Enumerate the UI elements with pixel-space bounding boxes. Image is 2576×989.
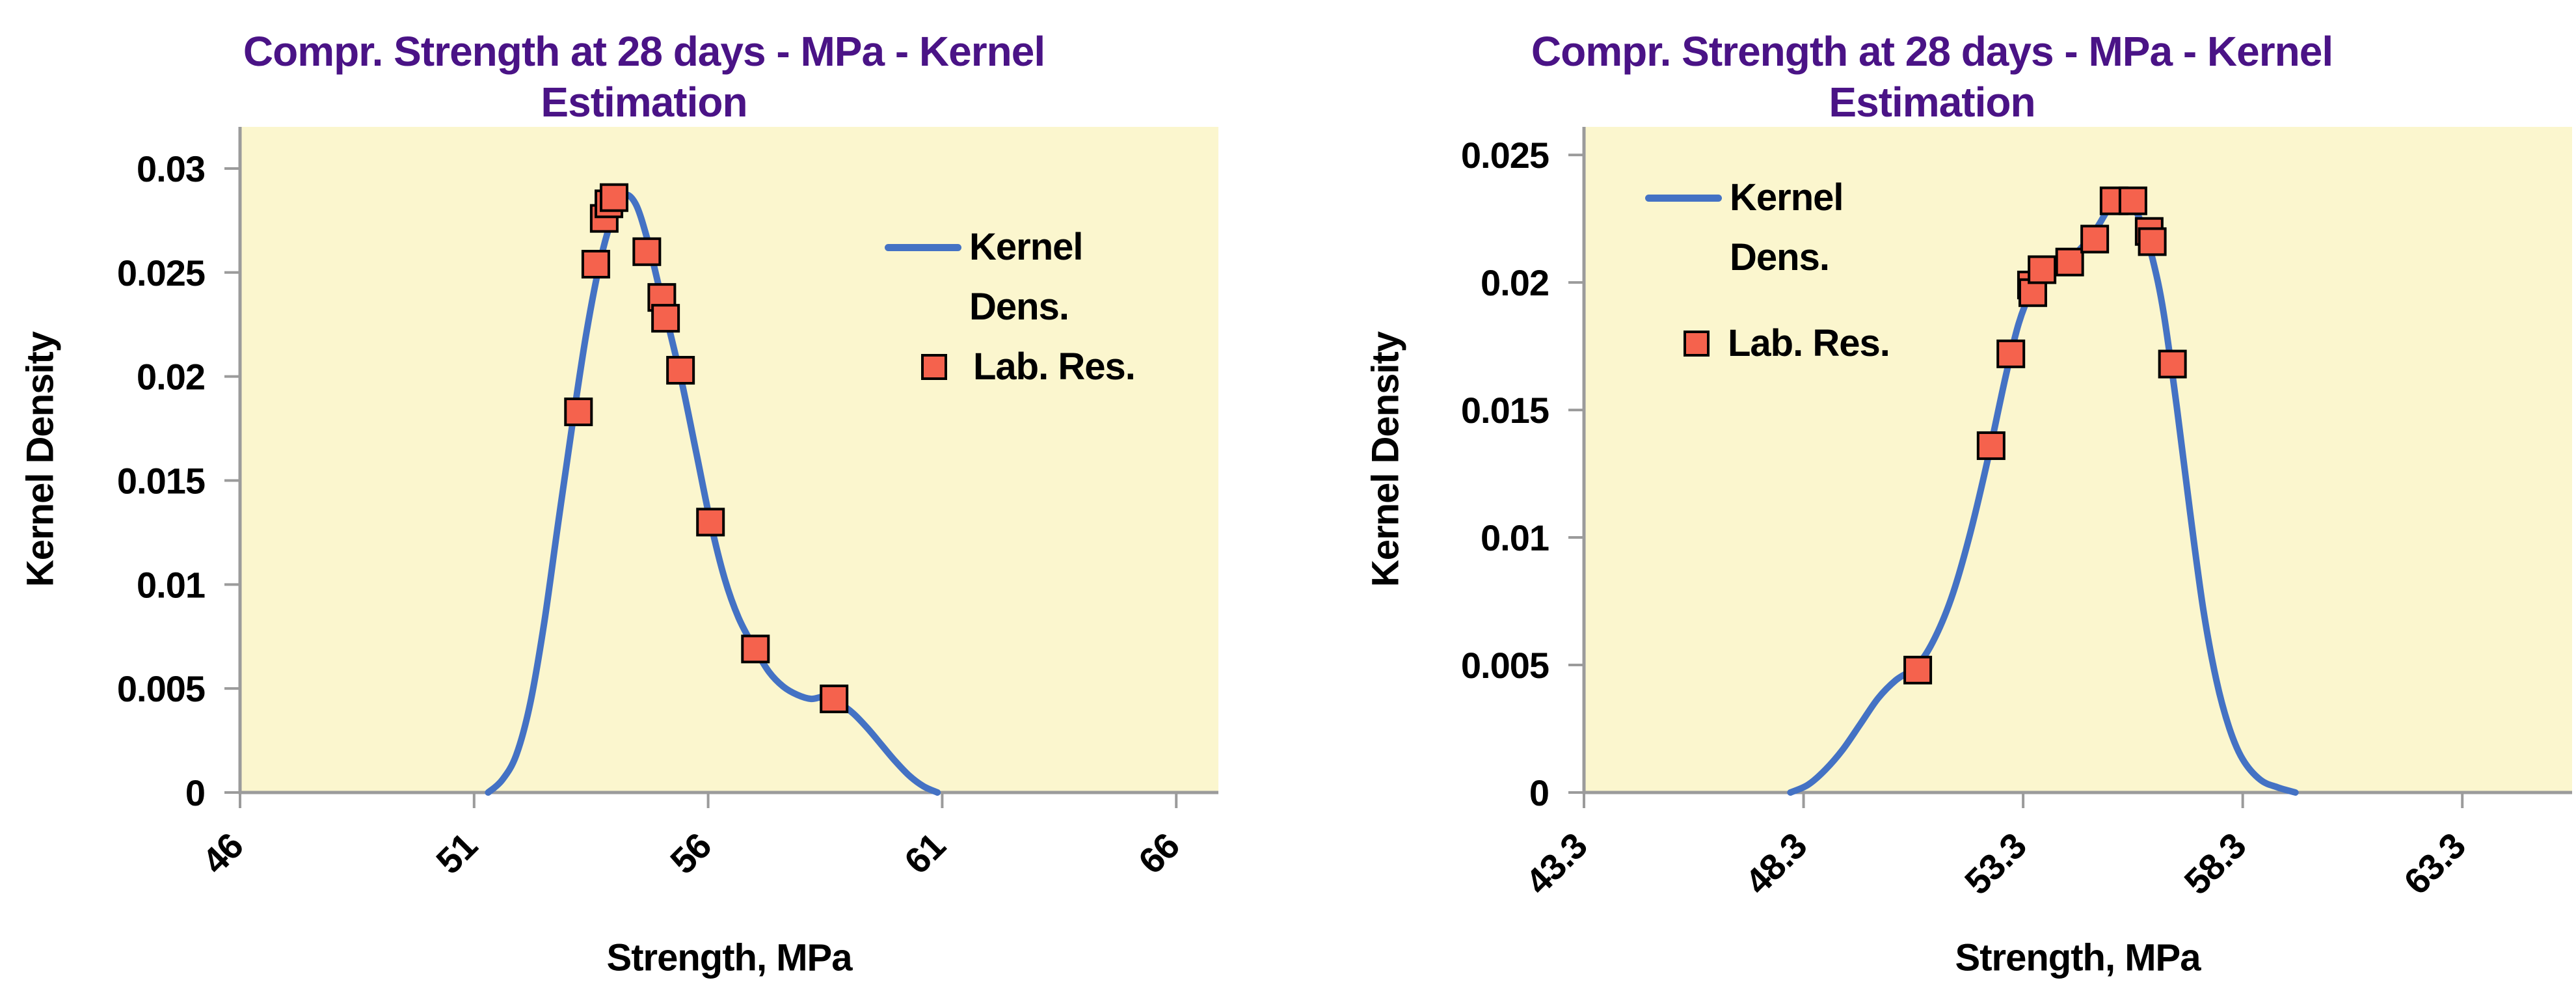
lab-result-point [2028, 255, 2057, 284]
x-axis-title: Strength, MPa [1955, 936, 2201, 979]
y-tick-label: 0.01 [137, 564, 205, 605]
svg-text:43.3: 43.3 [1518, 825, 1595, 902]
legend-label: Lab. Res. [1728, 322, 1890, 364]
y-tick-label: 0 [1529, 772, 1549, 813]
plot-background [240, 127, 1218, 793]
y-tick-label: 0.02 [137, 357, 205, 398]
kde-chart-left: Compr. Strength at 28 days - MPa - Kerne… [0, 26, 1288, 979]
x-tick-label: 43.3 [1518, 825, 1595, 902]
y-tick-label: 0.005 [117, 668, 205, 709]
y-tick-label: 0.02 [1481, 262, 1549, 303]
svg-text:46: 46 [194, 825, 250, 882]
y-tick-label: 0.03 [137, 148, 205, 189]
x-tick-label: 66 [1131, 825, 1187, 882]
chart-title-line-2: Estimation [1829, 79, 2035, 126]
legend-item-lab-res: Lab. Res. [1645, 314, 1890, 373]
legend: Kernel Dens. Lab. Res. [1645, 168, 1890, 373]
lab-result-point [2080, 224, 2110, 254]
lab-result-point [581, 249, 610, 278]
lab-result-point [741, 634, 770, 664]
lab-result-point [2118, 186, 2147, 215]
svg-text:61: 61 [896, 825, 953, 882]
svg-text:58.3: 58.3 [2176, 825, 2253, 902]
y-tick-label: 0.01 [1481, 517, 1549, 558]
x-tick-label: 63.3 [2396, 825, 2473, 902]
lab-result-point [2158, 349, 2187, 379]
x-axis-title: Strength, MPa [606, 936, 853, 979]
x-tick-label: 56 [662, 825, 719, 882]
lab-result-point [820, 684, 849, 714]
x-tick-label: 46 [194, 825, 250, 882]
legend-label: Kernel Dens. [1730, 176, 1844, 278]
chart-title-line-2: Estimation [541, 79, 747, 126]
legend-label: Kernel Dens. [969, 226, 1084, 328]
x-tick-label: 48.3 [1737, 825, 1814, 902]
lab-result-point [1996, 339, 2026, 368]
lab-result-point [2055, 247, 2084, 277]
lab-result-point [564, 397, 593, 426]
x-tick-label: 51 [428, 825, 485, 882]
lab-result-point [2138, 227, 2167, 256]
y-tick-label: 0 [185, 772, 205, 813]
chart-title-line-1: Compr. Strength at 28 days - MPa - Kerne… [243, 28, 1045, 75]
legend: Kernel Dens. Lab. Res. [885, 217, 1136, 397]
plot-area: 43.3 48.3 53.3 58.3 63.3 0 0.005 0.01 0.015 0.02 0… [1461, 127, 2572, 902]
plot-background [1584, 127, 2572, 793]
legend-label: Lab. Res. [973, 345, 1136, 388]
svg-text:48.3: 48.3 [1737, 825, 1814, 902]
svg-text:66: 66 [1131, 825, 1187, 882]
lab-result-point [1976, 431, 2006, 460]
legend-item-kernel-dens: Kernel Dens. [885, 217, 1135, 337]
lab-result-point [651, 304, 680, 333]
chart-title-line-1: Compr. Strength at 28 days - MPa - Kerne… [1531, 28, 2333, 75]
y-tick-label: 0.005 [1461, 645, 1549, 686]
svg-text:56: 56 [662, 825, 719, 882]
svg-text:63.3: 63.3 [2396, 825, 2473, 902]
lab-result-point [632, 237, 662, 266]
y-tick-label: 0.015 [1461, 390, 1549, 431]
axis-lines [238, 127, 1218, 794]
chart-title: Compr. Strength at 28 days - MPa - Kerne… [1288, 26, 2576, 128]
lab-result-point [1903, 655, 1933, 684]
y-tick-label: 0.025 [1461, 135, 1549, 176]
y-tick-label: 0.025 [117, 252, 205, 293]
svg-text:51: 51 [428, 825, 485, 882]
legend-line-marker [1645, 195, 1722, 202]
axis-lines [1582, 127, 2572, 794]
lab-result-point [599, 183, 628, 212]
x-tick-label: 53.3 [1957, 825, 2034, 902]
legend-item-lab-res: Lab. Res. [885, 337, 1136, 397]
lab-result-point [666, 356, 695, 385]
legend-item-kernel-dens: Kernel Dens. [1645, 168, 1890, 288]
svg-text:53.3: 53.3 [1957, 825, 2034, 902]
chart-title: Compr. Strength at 28 days - MPa - Kerne… [0, 26, 1288, 128]
legend-square-marker [1684, 331, 1710, 357]
kernel-density-curve [485, 191, 941, 796]
x-tick-label: 58.3 [2176, 825, 2253, 902]
y-tick-label: 0.015 [117, 460, 205, 501]
lab-result-point [696, 508, 725, 537]
kde-chart-right: Compr. Strength at 28 days - MPa - Kerne… [1288, 0, 2576, 989]
x-tick-label: 61 [896, 825, 953, 882]
plot-area: 46 51 56 61 66 0 0.005 0.01 0.015 0.02 0.025 0.03 [117, 127, 1218, 882]
legend-line-marker [885, 244, 961, 251]
legend-square-marker [921, 354, 947, 380]
